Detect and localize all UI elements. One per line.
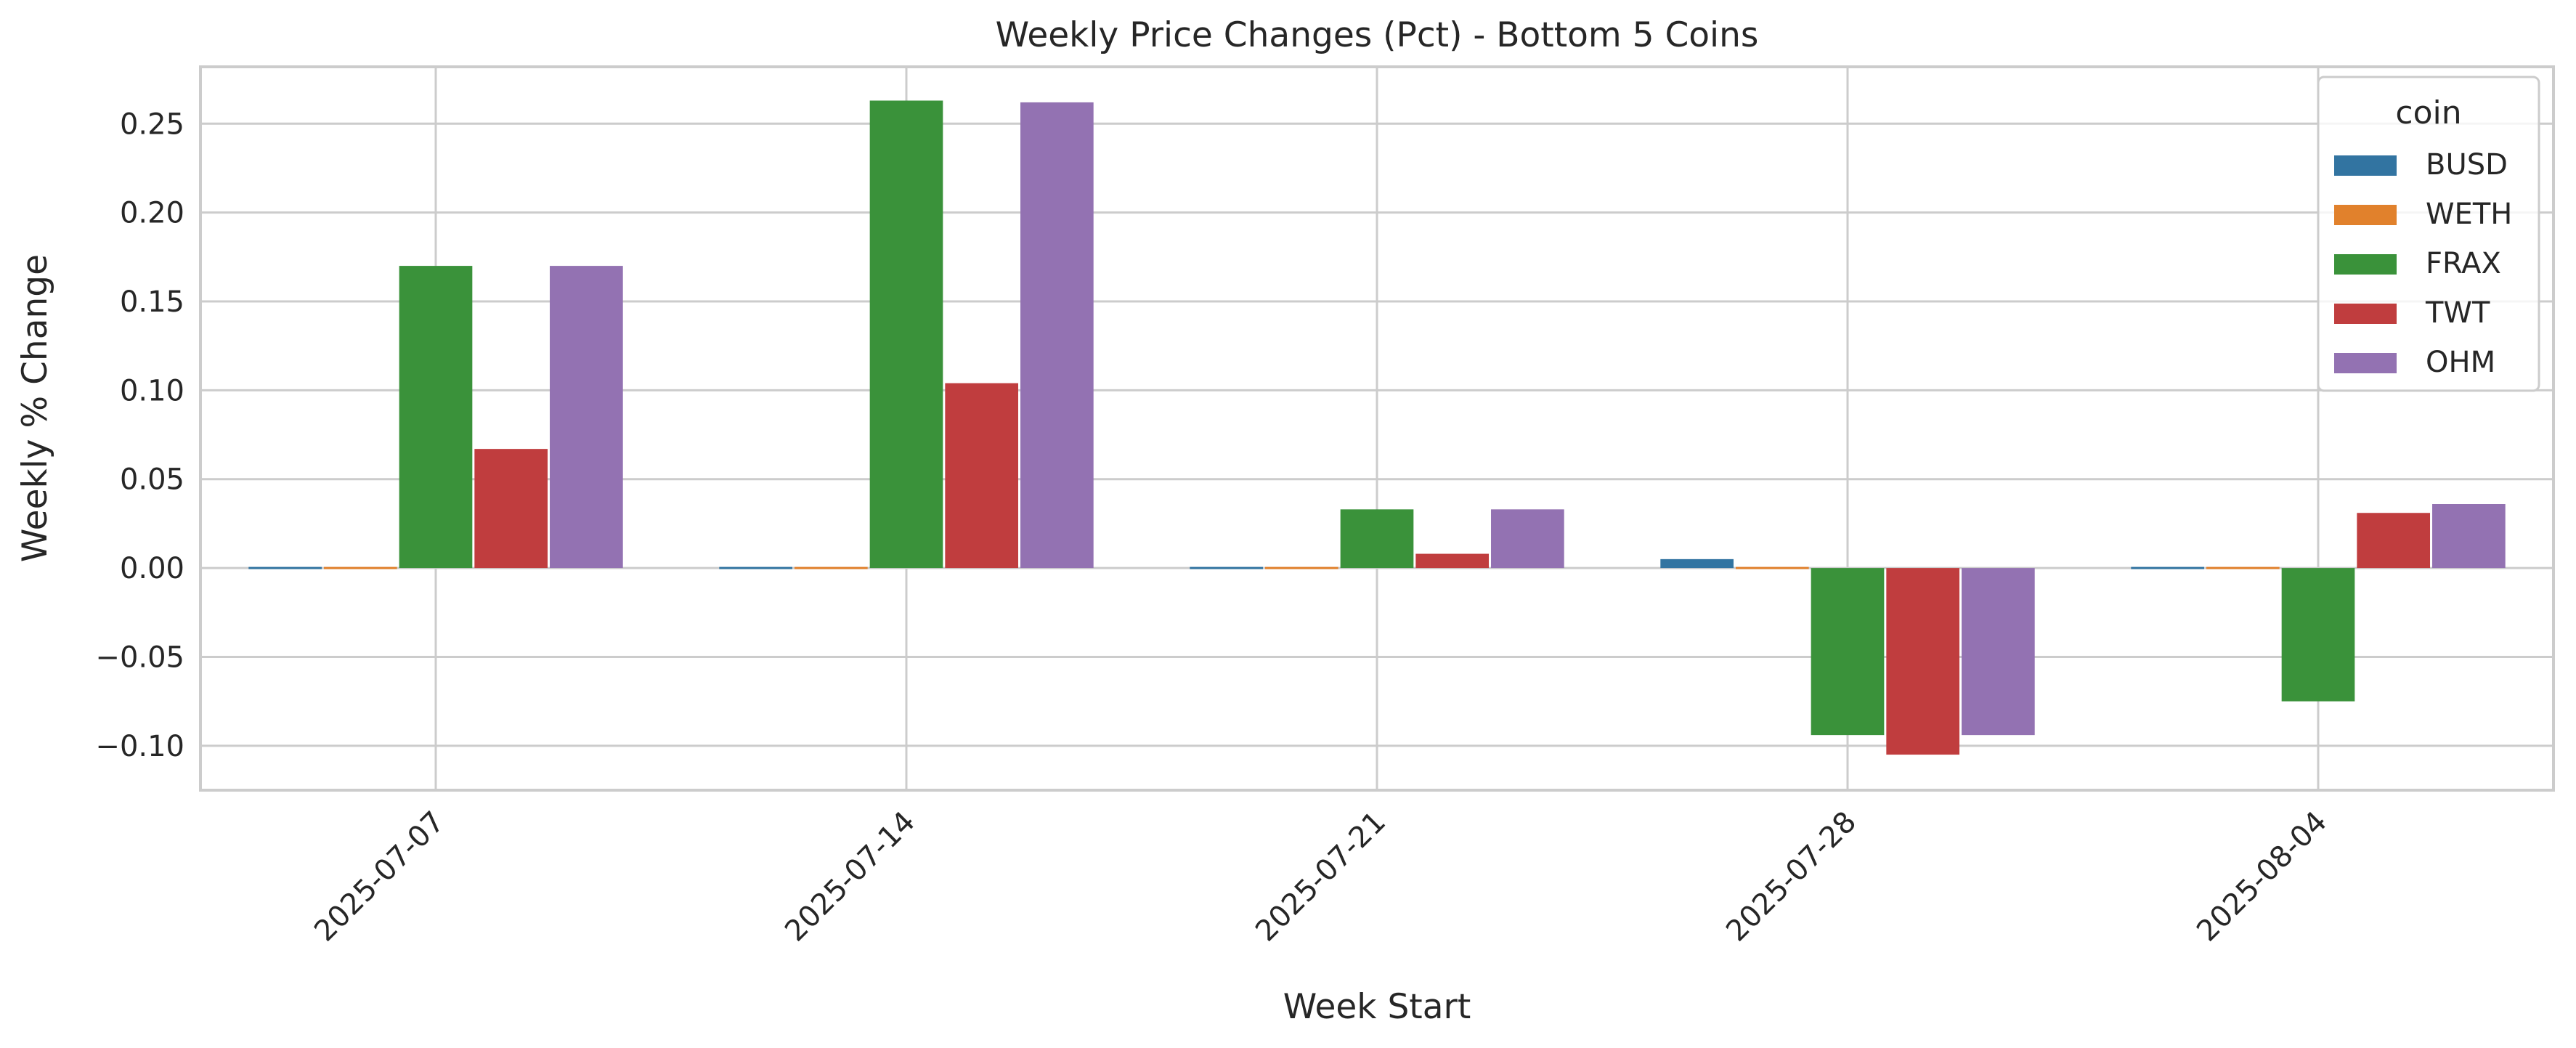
x-tick-label: 2025-08-04 <box>2190 805 2333 949</box>
bar-ohm <box>550 266 623 569</box>
bar-ohm <box>1020 102 1094 569</box>
bar-weth <box>2206 566 2280 569</box>
y-tick-label: 0.25 <box>120 107 184 141</box>
bar-busd <box>1660 558 1734 569</box>
y-tick-label: 0.15 <box>120 285 184 319</box>
legend-swatch-busd <box>2334 155 2397 176</box>
x-tick-label: 2025-07-14 <box>779 805 922 949</box>
bar-frax <box>869 100 943 569</box>
bar-frax <box>399 266 473 569</box>
legend-title: coin <box>2395 94 2461 131</box>
legend-swatch-weth <box>2334 205 2397 225</box>
legend-label-weth: WETH <box>2426 198 2512 231</box>
y-tick-label: −0.05 <box>95 641 184 674</box>
y-axis-label: Weekly % Change <box>15 254 55 562</box>
bar-weth <box>1264 566 1338 569</box>
legend-swatch-twt <box>2334 304 2397 324</box>
chart-title: Weekly Price Changes (Pct) - Bottom 5 Co… <box>996 15 1759 55</box>
bar-twt <box>474 449 548 569</box>
legend-label-busd: BUSD <box>2426 148 2508 182</box>
bars <box>248 100 2506 755</box>
legend-label-frax: FRAX <box>2426 247 2501 280</box>
y-tick-label: 0.10 <box>120 374 184 407</box>
bar-weth <box>794 566 868 569</box>
legend-label-ohm: OHM <box>2426 346 2495 379</box>
x-tick-labels: 2025-07-07 2025-07-14 2025-07-21 2025-07-28… <box>308 805 2333 949</box>
bar-busd <box>248 566 322 569</box>
bar-frax <box>1340 509 1414 569</box>
y-tick-label: −0.10 <box>95 730 184 763</box>
x-tick-label: 2025-07-21 <box>1249 805 1392 949</box>
x-tick-label: 2025-07-07 <box>308 805 451 949</box>
y-tick-label: 0.00 <box>120 552 184 585</box>
legend-swatch-frax <box>2334 254 2397 275</box>
x-axis-label: Week Start <box>1283 987 1471 1027</box>
bar-weth <box>1735 566 1809 569</box>
bar-frax <box>1811 568 1885 736</box>
y-tick-labels: −0.10 −0.05 0.00 0.05 0.10 0.15 0.20 0.25 <box>95 107 184 763</box>
x-tick-label: 2025-07-28 <box>1720 805 1863 949</box>
bar-busd <box>719 566 792 569</box>
bar-twt <box>1415 553 1490 569</box>
legend: coin BUSD WETH FRAX TWT OHM <box>2317 76 2540 392</box>
legend-label-twt: TWT <box>2425 296 2490 330</box>
legend-swatch-ohm <box>2334 353 2397 373</box>
bar-weth <box>323 566 397 569</box>
axes-frame <box>199 65 2555 792</box>
y-tick-label: 0.20 <box>120 197 184 230</box>
bar-twt <box>945 383 1019 569</box>
bar-ohm <box>2432 504 2506 569</box>
plot-frame <box>199 65 2555 792</box>
bar-twt <box>2357 513 2431 569</box>
bar-twt <box>1886 568 1960 755</box>
bar-frax <box>2281 568 2355 702</box>
bar-ohm <box>1962 568 2035 736</box>
legend-entries: BUSD WETH FRAX TWT OHM <box>2334 148 2512 379</box>
bar-busd <box>1190 566 1263 569</box>
y-tick-label: 0.05 <box>120 463 184 497</box>
bar-ohm <box>1491 509 1564 569</box>
bar-busd <box>2131 566 2204 569</box>
